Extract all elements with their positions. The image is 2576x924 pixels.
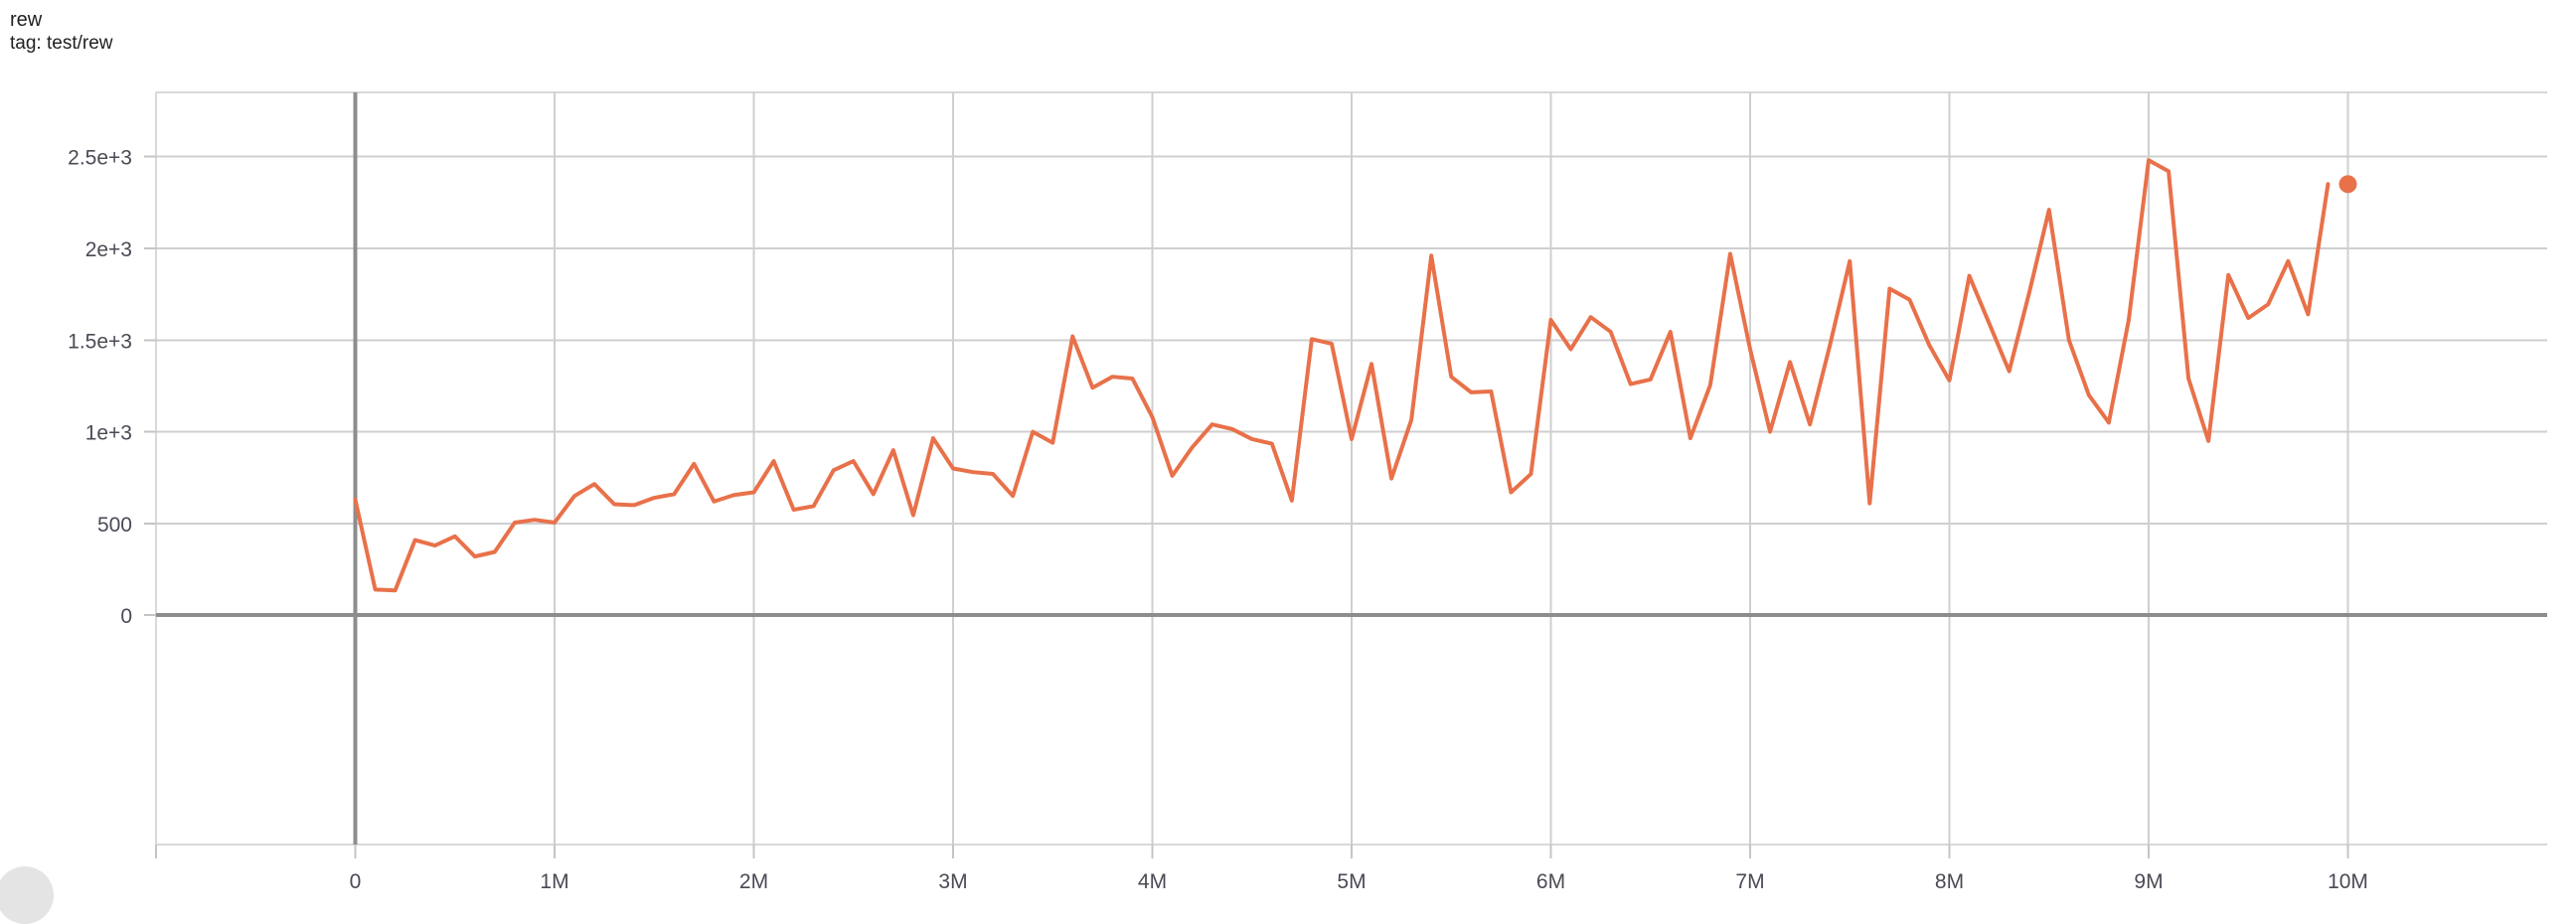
x-tick-label: 6M (1536, 870, 1565, 893)
y-tick-label: 500 (97, 514, 132, 537)
grid-layer (155, 91, 2547, 846)
x-tick-label: 7M (1735, 870, 1764, 893)
x-tick-label: 4M (1138, 870, 1167, 893)
x-tick-label: 2M (739, 870, 768, 893)
last-point-marker[interactable] (2338, 175, 2357, 194)
line-chart-plot[interactable]: 0 500 1e+3 1.5e+3 2e+3 2.5e+3 0 1M 2M 3M 4M 5M 6M 7M… (0, 0, 2576, 898)
y-axis-tick-labels: 0 500 1e+3 1.5e+3 2e+3 2.5e+3 (68, 147, 132, 629)
page-title: rew (10, 9, 43, 31)
axis-layer (144, 92, 2547, 858)
x-tick-label: 10M (2328, 870, 2368, 893)
x-tick-label: 5M (1337, 870, 1366, 893)
x-axis-tick-labels: 0 1M 2M 3M 4M 5M 6M 7M 8M 9M 10M (350, 870, 2368, 893)
series-layer (353, 158, 2357, 593)
x-tick-label: 9M (2134, 870, 2163, 893)
chart-header: rew tag: test/rew (10, 8, 113, 55)
series-line (353, 158, 2331, 593)
x-tick-label: 8M (1935, 870, 1964, 893)
chart-corner-control[interactable] (0, 866, 54, 924)
chart-tag-label: tag: test/rew (10, 33, 113, 54)
x-tick-label: 1M (540, 870, 568, 893)
x-tick-label: 0 (350, 870, 362, 893)
y-tick-label: 2.5e+3 (68, 147, 132, 170)
y-tick-label: 1.5e+3 (68, 330, 132, 353)
y-tick-label: 0 (120, 605, 132, 628)
y-tick-label: 2e+3 (85, 238, 132, 261)
x-tick-label: 3M (938, 870, 967, 893)
y-tick-label: 1e+3 (85, 422, 132, 445)
